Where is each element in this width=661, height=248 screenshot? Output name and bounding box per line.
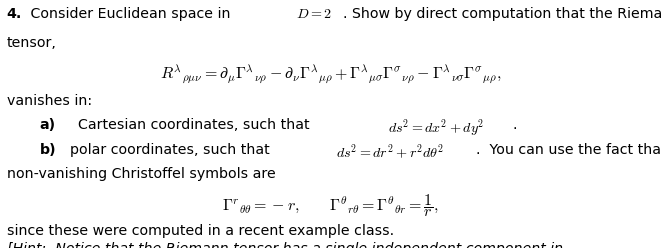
Text: .  You can use the fact that the only: . You can use the fact that the only: [476, 143, 661, 156]
Text: 4.: 4.: [7, 7, 22, 21]
Text: vanishes in:: vanishes in:: [7, 94, 92, 108]
Text: $\Gamma^r{}_{\theta\theta} = -r, \qquad \Gamma^{\theta}{}_{r\theta} = \Gamma^{\t: $\Gamma^r{}_{\theta\theta} = -r, \qquad …: [222, 192, 439, 219]
Text: [Hint:  Notice that the Riemann tensor has a single independent component in: [Hint: Notice that the Riemann tensor ha…: [7, 242, 567, 248]
Text: since these were computed in a recent example class.: since these were computed in a recent ex…: [7, 224, 394, 238]
Text: $ds^2 = dr^2 + r^2 d\theta^2$: $ds^2 = dr^2 + r^2 d\theta^2$: [336, 143, 445, 162]
Text: $R^\lambda{}_{\rho\mu\nu} = \partial_\mu\Gamma^\lambda{}_{\nu\rho} - \partial_\n: $R^\lambda{}_{\rho\mu\nu} = \partial_\mu…: [160, 63, 501, 86]
Text: $ds^2 = dx^2 + dy^2$: $ds^2 = dx^2 + dy^2$: [389, 118, 485, 140]
Text: .: .: [512, 118, 517, 132]
Text: Consider Euclidean space in: Consider Euclidean space in: [26, 7, 235, 21]
Text: . Show by direct computation that the Riemann curvature: . Show by direct computation that the Ri…: [342, 7, 661, 21]
Text: polar coordinates, such that: polar coordinates, such that: [61, 143, 274, 156]
Text: tensor,: tensor,: [7, 36, 56, 50]
Text: a): a): [40, 118, 56, 132]
Text: b): b): [40, 143, 56, 156]
Text: non-vanishing Christoffel symbols are: non-vanishing Christoffel symbols are: [7, 167, 276, 181]
Text: $D = 2$: $D = 2$: [296, 7, 332, 21]
Text: Cartesian coordinates, such that: Cartesian coordinates, such that: [60, 118, 315, 132]
